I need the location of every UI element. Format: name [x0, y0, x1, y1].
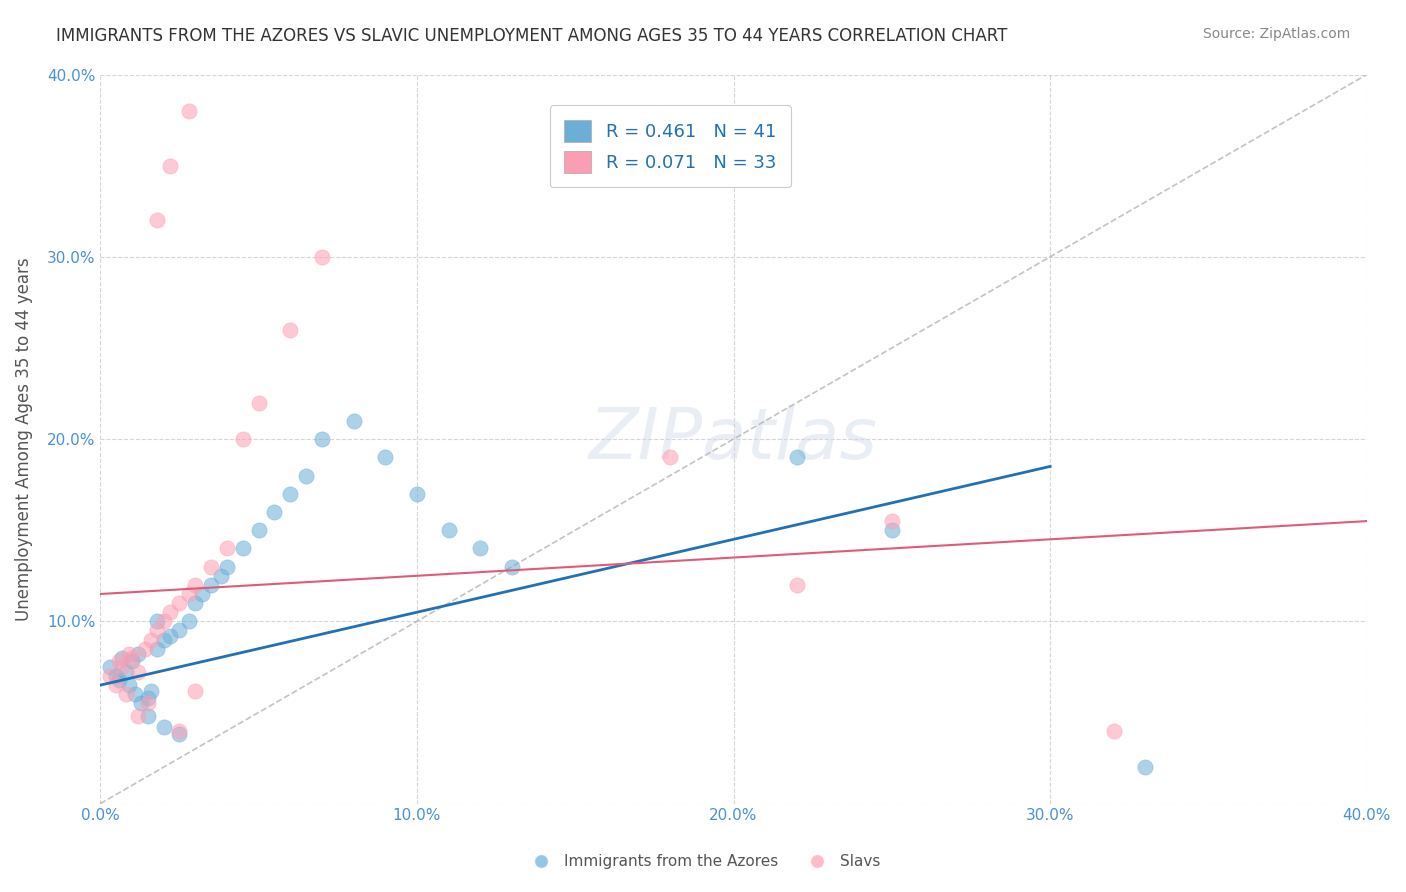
Point	[111, 650, 134, 665]
Point	[127, 647, 149, 661]
Point	[184, 596, 207, 610]
Point	[152, 632, 174, 647]
Point	[215, 559, 238, 574]
Point	[200, 559, 222, 574]
Point	[105, 678, 128, 692]
Point	[209, 568, 232, 582]
Text: ZIPatlas: ZIPatlas	[589, 405, 877, 474]
Point	[786, 578, 808, 592]
Point	[184, 683, 207, 698]
Point	[124, 687, 146, 701]
Point	[118, 647, 141, 661]
Point	[146, 624, 169, 638]
Point	[406, 487, 429, 501]
Point	[786, 450, 808, 465]
Legend: R = 0.461   N = 41, R = 0.071   N = 33: R = 0.461 N = 41, R = 0.071 N = 33	[550, 105, 790, 187]
Point	[659, 450, 682, 465]
Point	[232, 541, 254, 556]
Y-axis label: Unemployment Among Ages 35 to 44 years: Unemployment Among Ages 35 to 44 years	[15, 257, 32, 621]
Point	[177, 103, 200, 118]
Point	[501, 559, 523, 574]
Point	[105, 669, 128, 683]
Point	[98, 660, 121, 674]
Point	[311, 432, 333, 446]
Point	[437, 523, 460, 537]
Point	[108, 673, 131, 687]
Point	[152, 615, 174, 629]
Point	[200, 578, 222, 592]
Point	[98, 669, 121, 683]
Point	[278, 323, 301, 337]
Point	[374, 450, 396, 465]
Point	[1102, 723, 1125, 738]
Point	[108, 655, 131, 669]
Point	[121, 650, 143, 665]
Point	[146, 641, 169, 656]
Point	[232, 432, 254, 446]
Point	[134, 641, 156, 656]
Point	[177, 587, 200, 601]
Point	[278, 487, 301, 501]
Point	[127, 709, 149, 723]
Point	[139, 632, 162, 647]
Legend: Immigrants from the Azores, Slavs: Immigrants from the Azores, Slavs	[520, 848, 886, 875]
Point	[146, 213, 169, 227]
Point	[311, 250, 333, 264]
Point	[139, 683, 162, 698]
Text: IMMIGRANTS FROM THE AZORES VS SLAVIC UNEMPLOYMENT AMONG AGES 35 TO 44 YEARS CORR: IMMIGRANTS FROM THE AZORES VS SLAVIC UNE…	[56, 27, 1008, 45]
Point	[263, 505, 285, 519]
Point	[159, 605, 181, 619]
Point	[169, 723, 191, 738]
Point	[215, 541, 238, 556]
Point	[1133, 760, 1156, 774]
Point	[152, 720, 174, 734]
Point	[184, 578, 207, 592]
Point	[136, 690, 159, 705]
Point	[114, 687, 136, 701]
Point	[159, 629, 181, 643]
Point	[111, 660, 134, 674]
Point	[146, 615, 169, 629]
Point	[169, 727, 191, 741]
Point	[127, 665, 149, 680]
Point	[880, 514, 903, 528]
Point	[136, 709, 159, 723]
Point	[177, 615, 200, 629]
Point	[247, 523, 270, 537]
Point	[169, 624, 191, 638]
Point	[114, 665, 136, 680]
Point	[880, 523, 903, 537]
Point	[131, 697, 153, 711]
Point	[118, 678, 141, 692]
Point	[295, 468, 318, 483]
Point	[190, 587, 212, 601]
Point	[247, 395, 270, 409]
Point	[136, 697, 159, 711]
Point	[159, 159, 181, 173]
Text: Source: ZipAtlas.com: Source: ZipAtlas.com	[1202, 27, 1350, 41]
Point	[342, 414, 364, 428]
Point	[169, 596, 191, 610]
Point	[470, 541, 492, 556]
Point	[121, 655, 143, 669]
